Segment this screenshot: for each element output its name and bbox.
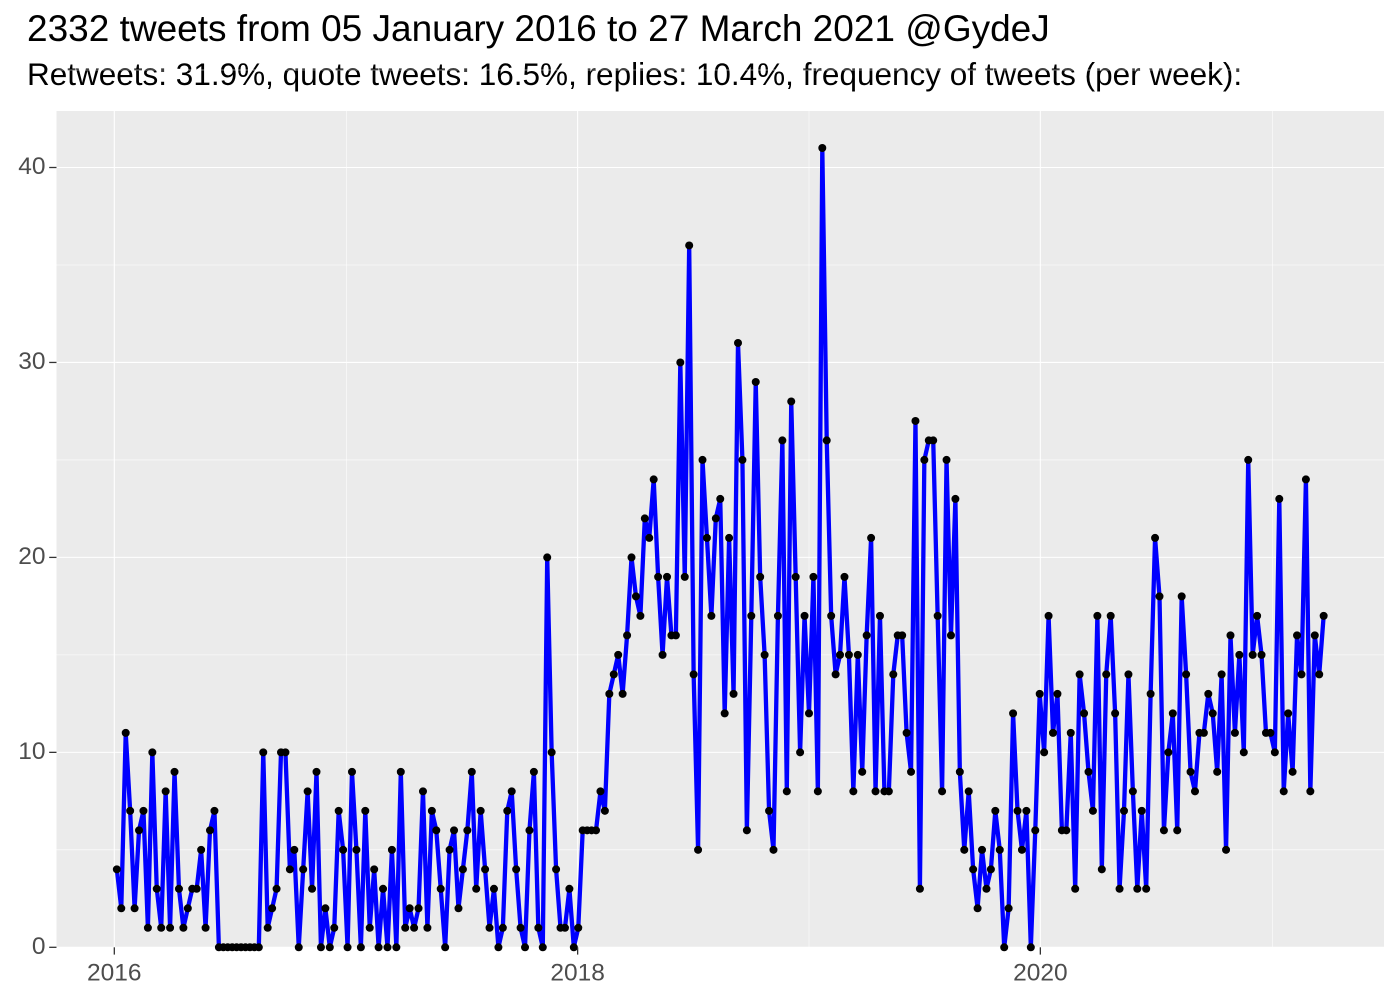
svg-text:20: 20 [18,543,45,570]
svg-text:2018: 2018 [550,959,605,986]
svg-text:0: 0 [32,933,46,960]
svg-text:2020: 2020 [1013,959,1068,986]
svg-text:30: 30 [18,348,45,375]
svg-text:2016: 2016 [87,959,142,986]
svg-text:10: 10 [18,738,45,765]
svg-text:40: 40 [18,153,45,180]
